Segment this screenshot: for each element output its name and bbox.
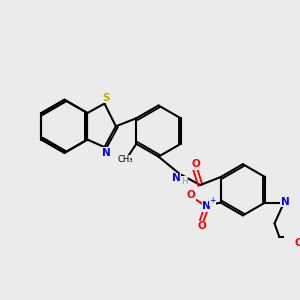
Text: O: O	[197, 221, 206, 231]
Text: O: O	[191, 159, 200, 169]
Text: H: H	[181, 177, 188, 186]
Text: N: N	[202, 201, 211, 212]
Text: +: +	[209, 196, 215, 205]
Text: CH₃: CH₃	[117, 155, 133, 164]
Text: N: N	[102, 148, 111, 158]
Text: N: N	[280, 197, 289, 207]
Text: O: O	[295, 238, 300, 248]
Text: N: N	[172, 173, 181, 183]
Text: S: S	[103, 93, 110, 103]
Text: O: O	[187, 190, 196, 200]
